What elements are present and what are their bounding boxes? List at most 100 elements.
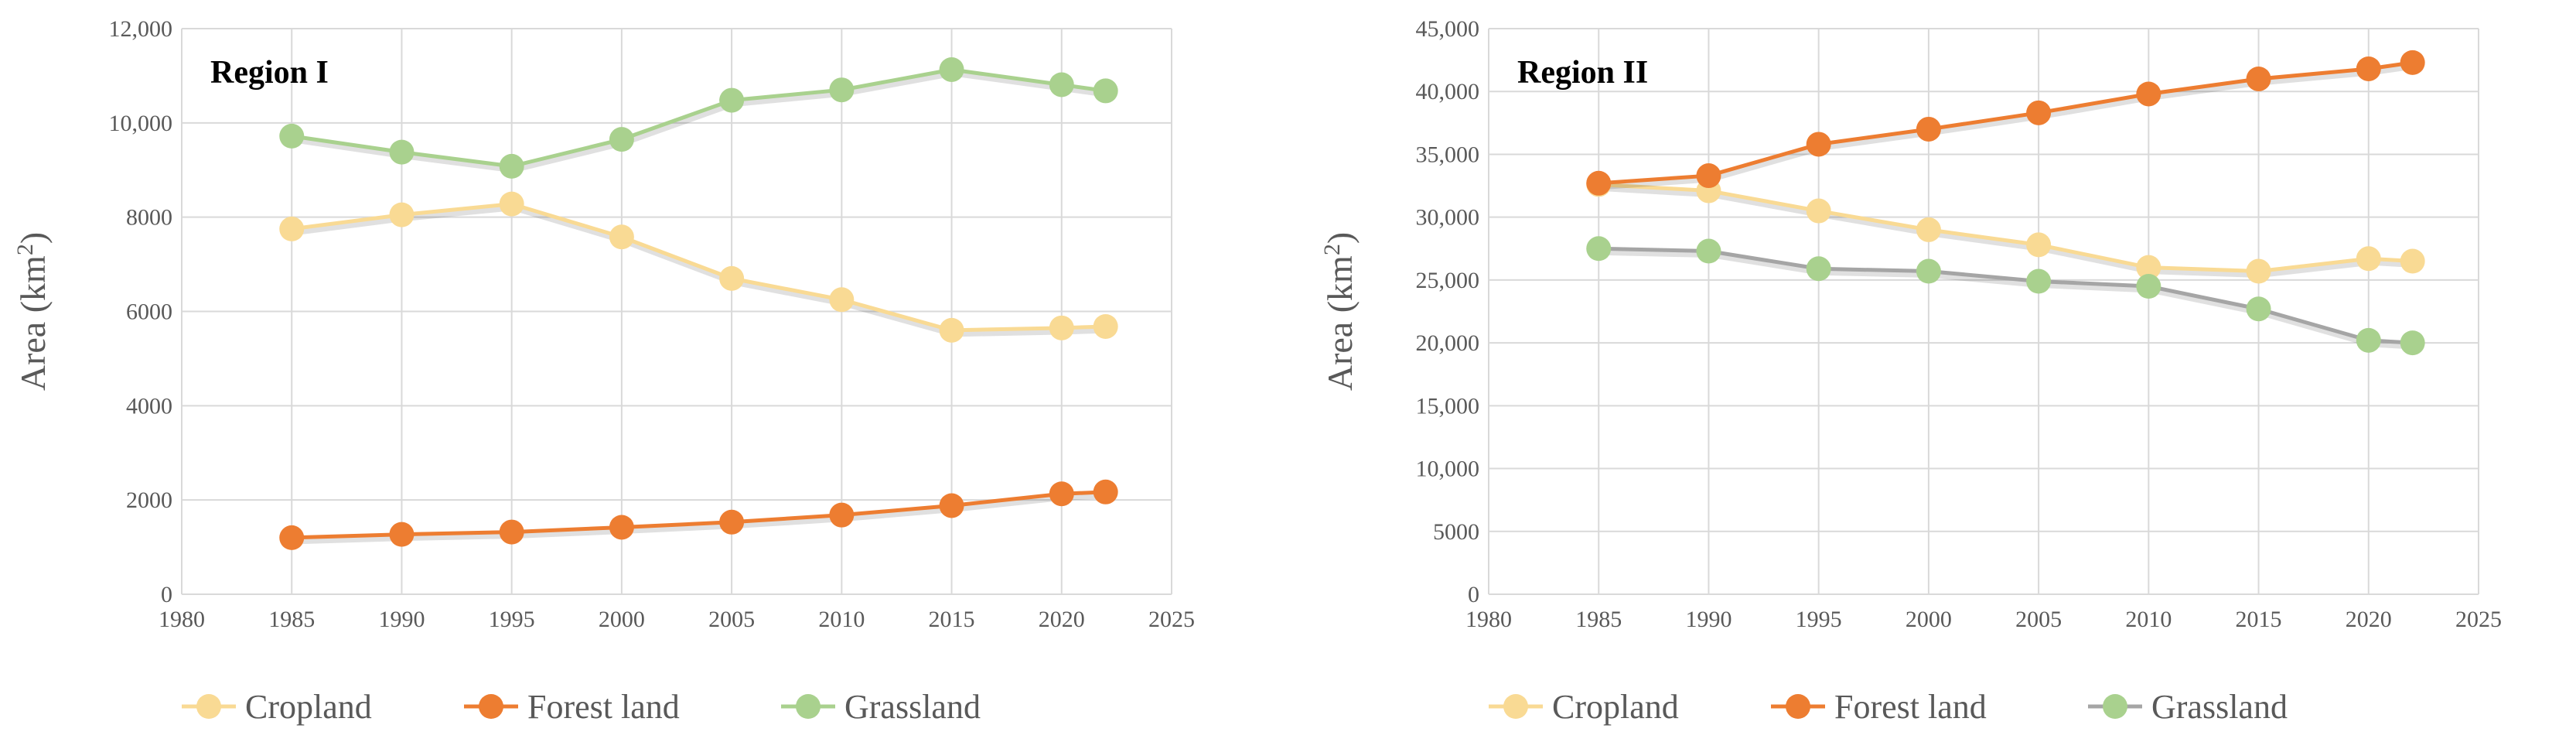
data-point-forest-land <box>1916 116 1941 142</box>
y-tick-label: 35,000 <box>1416 142 1480 167</box>
data-point-cropland <box>939 317 964 343</box>
x-tick-label: 1985 <box>268 607 315 632</box>
data-point-forest-land <box>719 509 745 535</box>
data-point-cropland <box>279 216 305 241</box>
x-tick-label: 1980 <box>159 607 205 632</box>
y-tick-label: 4000 <box>126 393 172 419</box>
y-axis-label-text: Area (km <box>1320 255 1360 391</box>
y-tick-label: 5000 <box>1433 519 1479 545</box>
series-line-forest-land <box>289 490 1108 540</box>
y-tick-label: 40,000 <box>1416 79 1480 104</box>
x-tick-label: 2005 <box>2015 607 2062 632</box>
x-tick-label: 2025 <box>1148 607 1195 632</box>
data-point-cropland <box>2400 248 2425 274</box>
data-point-forest-land <box>939 493 964 518</box>
y-tick-label: 15,000 <box>1416 393 1480 419</box>
legend-label-forest-land: Forest land <box>1834 688 1987 726</box>
data-point-forest-land <box>2356 56 2381 81</box>
data-point-grassland <box>609 127 634 152</box>
data-point-cropland <box>389 202 415 227</box>
data-point-grassland <box>1806 256 1831 282</box>
data-point-forest-land <box>609 515 634 540</box>
y-axis-label-sup: 2 <box>12 244 38 255</box>
y-tick-label: 30,000 <box>1416 205 1480 231</box>
legend-label-cropland: Cropland <box>1552 688 1679 726</box>
data-point-grassland <box>2356 327 2381 353</box>
y-tick-label: 45,000 <box>1416 16 1480 42</box>
legend-marker-cropland <box>1503 694 1528 719</box>
data-point-grassland <box>1093 78 1118 104</box>
data-point-grassland <box>2400 330 2425 356</box>
data-point-forest-land <box>1586 170 1612 196</box>
legend-label-grassland: Grassland <box>2151 688 2288 726</box>
x-tick-label: 1985 <box>1575 607 1622 632</box>
legend-marker-forest-land <box>479 694 503 719</box>
chart-title: Region II <box>1517 55 1648 91</box>
x-tick-label: 2005 <box>708 607 755 632</box>
data-point-grassland <box>1696 238 1721 264</box>
series-shadow-cropland <box>1600 185 2414 279</box>
data-point-cropland <box>1049 315 1074 340</box>
data-point-forest-land <box>2026 100 2052 125</box>
chart-region-ii: 0 5000 10,000 15,000 20,000 25,000 30,000 35,00… <box>1307 0 2575 749</box>
x-tick-label: 2025 <box>2455 607 2502 632</box>
data-point-forest-land <box>2136 81 2161 107</box>
data-point-forest-land <box>1093 479 1118 504</box>
legend-label-grassland: Grassland <box>844 688 981 726</box>
y-axis-label-close: ) <box>1320 232 1360 244</box>
data-point-cropland <box>2356 246 2381 272</box>
data-point-cropland <box>2136 255 2161 280</box>
x-tick-label: 2010 <box>2125 607 2172 632</box>
y-tick-label: 25,000 <box>1416 268 1480 293</box>
x-tick-label: 1990 <box>378 607 425 632</box>
x-tick-label: 2000 <box>599 607 645 632</box>
y-tick-label: 2000 <box>126 487 172 513</box>
data-point-cropland <box>829 287 855 313</box>
data-point-grassland <box>829 77 855 103</box>
data-point-grassland <box>939 56 964 82</box>
data-point-forest-land <box>1696 163 1721 189</box>
y-tick-label: 10,000 <box>109 111 173 136</box>
data-point-grassland <box>719 87 745 113</box>
data-point-grassland <box>389 139 415 165</box>
y-axis-label-close: ) <box>13 232 53 244</box>
y-tick-label: 10,000 <box>1416 457 1480 482</box>
chart-region-ii-svg: 0 5000 10,000 15,000 20,000 25,000 30,000 35,00… <box>1319 16 2503 726</box>
x-tick-label: 1980 <box>1465 607 1512 632</box>
legend-marker-grassland <box>2103 694 2127 719</box>
y-tick-label: 8000 <box>126 205 172 231</box>
data-point-forest-land <box>2246 66 2271 91</box>
y-axis-label-text: Area (km <box>13 255 53 391</box>
data-point-grassland <box>499 153 524 179</box>
data-point-grassland <box>2246 296 2271 322</box>
data-point-cropland <box>499 191 524 217</box>
series-shadow-cropland <box>292 205 1107 337</box>
data-point-forest-land <box>499 519 524 545</box>
legend-marker-grassland <box>796 694 821 719</box>
data-point-forest-land <box>2400 50 2425 75</box>
x-tick-label: 2020 <box>1039 607 1085 632</box>
y-tick-label: 20,000 <box>1416 330 1480 356</box>
y-tick-label: 0 <box>1468 582 1479 607</box>
data-point-forest-land <box>1049 481 1074 507</box>
x-tick-label: 2020 <box>2346 607 2392 632</box>
data-point-grassland <box>279 123 305 149</box>
x-tick-label: 1995 <box>1796 607 1842 632</box>
data-point-cropland <box>2246 258 2271 284</box>
y-tick-label: 12,000 <box>109 16 173 42</box>
data-point-cropland <box>1806 198 1831 224</box>
data-point-grassland <box>2026 268 2052 294</box>
x-tick-label: 2015 <box>2236 607 2282 632</box>
x-tick-label: 2000 <box>1906 607 1952 632</box>
y-axis-label-sup: 2 <box>1319 244 1345 255</box>
data-point-cropland <box>1093 313 1118 339</box>
chart-title: Region I <box>210 55 329 91</box>
x-tick-label: 2015 <box>929 607 975 632</box>
y-axis-label: Area (km2) <box>1319 232 1360 391</box>
data-point-forest-land <box>829 502 855 528</box>
data-point-forest-land <box>279 525 305 550</box>
data-point-grassland <box>1049 72 1074 97</box>
y-tick-label: 6000 <box>126 299 172 325</box>
legend-label-cropland: Cropland <box>245 688 372 726</box>
